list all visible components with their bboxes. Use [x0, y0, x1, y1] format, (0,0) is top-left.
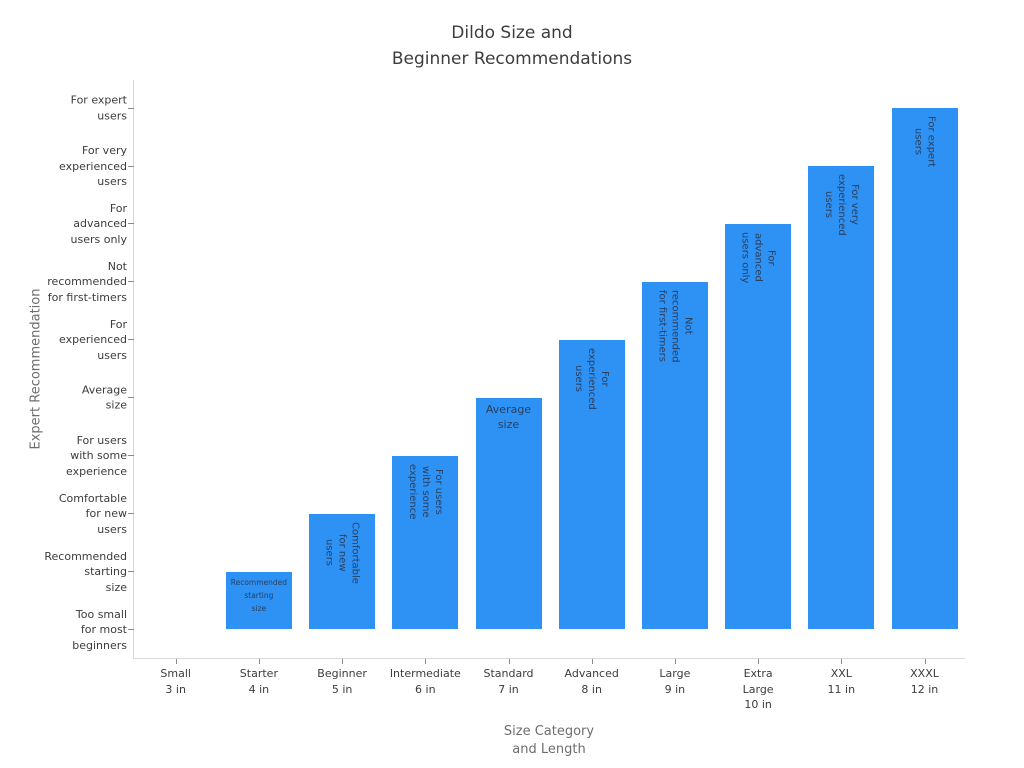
y-tick-mark	[128, 281, 134, 283]
x-tick-mark	[841, 659, 843, 664]
bar: For very experienced users	[808, 166, 875, 630]
bar-value-label: Average size	[485, 402, 532, 432]
x-tick-mark	[342, 659, 344, 664]
bar: Recommended starting size	[225, 571, 292, 630]
bar-value-label: For users with some experience	[406, 463, 444, 520]
bar-value-label: Comfortable for new users	[323, 521, 361, 584]
bar: For users with some experience	[392, 455, 459, 630]
y-axis-title: Expert Recommendation	[28, 288, 44, 450]
chart-title: Dildo Size and Beginner Recommendations	[391, 23, 633, 69]
y-tick-mark	[128, 165, 134, 167]
x-tick-mark	[425, 659, 427, 664]
y-axis-spine	[133, 80, 134, 659]
bar: For experienced users	[558, 339, 625, 630]
x-tick-label: XXXL 12 in	[910, 667, 939, 696]
x-tick-mark	[758, 659, 760, 664]
y-tick-mark	[128, 629, 134, 630]
x-tick-label: XXL 11 in	[827, 667, 856, 696]
y-tick-mark	[128, 107, 134, 109]
y-tick-mark	[128, 513, 134, 515]
bar-value-label: For very experienced users	[822, 174, 860, 236]
x-tick-mark	[175, 659, 177, 664]
y-tick-label: For very experienced users	[59, 143, 127, 188]
bar-value-label: For advanced users only	[739, 231, 777, 284]
x-tick-label: Advanced 8 in	[564, 667, 619, 696]
y-tick-mark	[128, 571, 134, 573]
y-tick-mark	[128, 339, 134, 341]
x-tick-label: Extra Large 10 in	[742, 667, 774, 711]
y-tick-mark	[128, 397, 134, 399]
x-tick-label: Standard 7 in	[483, 667, 534, 696]
y-tick-label: For expert users	[70, 93, 127, 123]
bar-value-label: For expert users	[912, 116, 937, 168]
bar: Average size	[475, 397, 542, 630]
x-tick-label: Intermediate 6 in	[389, 667, 461, 696]
x-tick-label: Small 3 in	[160, 667, 191, 696]
bar: Not recommended for first-timers	[641, 281, 708, 630]
y-tick-label: For advanced users only	[70, 201, 128, 246]
bar-value-label: Recommended starting size	[230, 577, 288, 613]
x-tick-label: Starter 4 in	[239, 667, 278, 696]
y-tick-label: Recommended starting size	[44, 549, 127, 594]
bar: For advanced users only	[725, 223, 792, 630]
x-tick-label: Large 9 in	[659, 667, 691, 696]
bar: For expert users	[891, 108, 958, 630]
x-tick-mark	[591, 659, 593, 664]
y-tick-label: For experienced users	[59, 317, 127, 362]
x-tick-mark	[508, 659, 510, 664]
bar: Comfortable for new users	[309, 513, 376, 630]
x-axis-title: Size Category and Length	[503, 724, 595, 757]
y-tick-mark	[128, 455, 134, 457]
y-tick-label: Average size	[81, 383, 127, 412]
x-tick-label: Beginner 5 in	[317, 667, 367, 696]
x-tick-mark	[674, 659, 676, 664]
x-axis-spine	[133, 658, 965, 659]
y-tick-mark	[128, 223, 134, 225]
x-tick-mark	[258, 659, 260, 664]
bar-value-label: For experienced users	[573, 347, 611, 410]
x-tick-mark	[924, 659, 926, 664]
y-tick-label: Comfortable for new users	[58, 491, 127, 536]
y-tick-label: Not recommended for first-timers	[47, 259, 127, 304]
y-tick-label: For users with some experience	[66, 433, 127, 478]
bar-value-label: Not recommended for first-timers	[656, 289, 694, 363]
y-tick-label: Too small for most beginners	[72, 607, 127, 652]
